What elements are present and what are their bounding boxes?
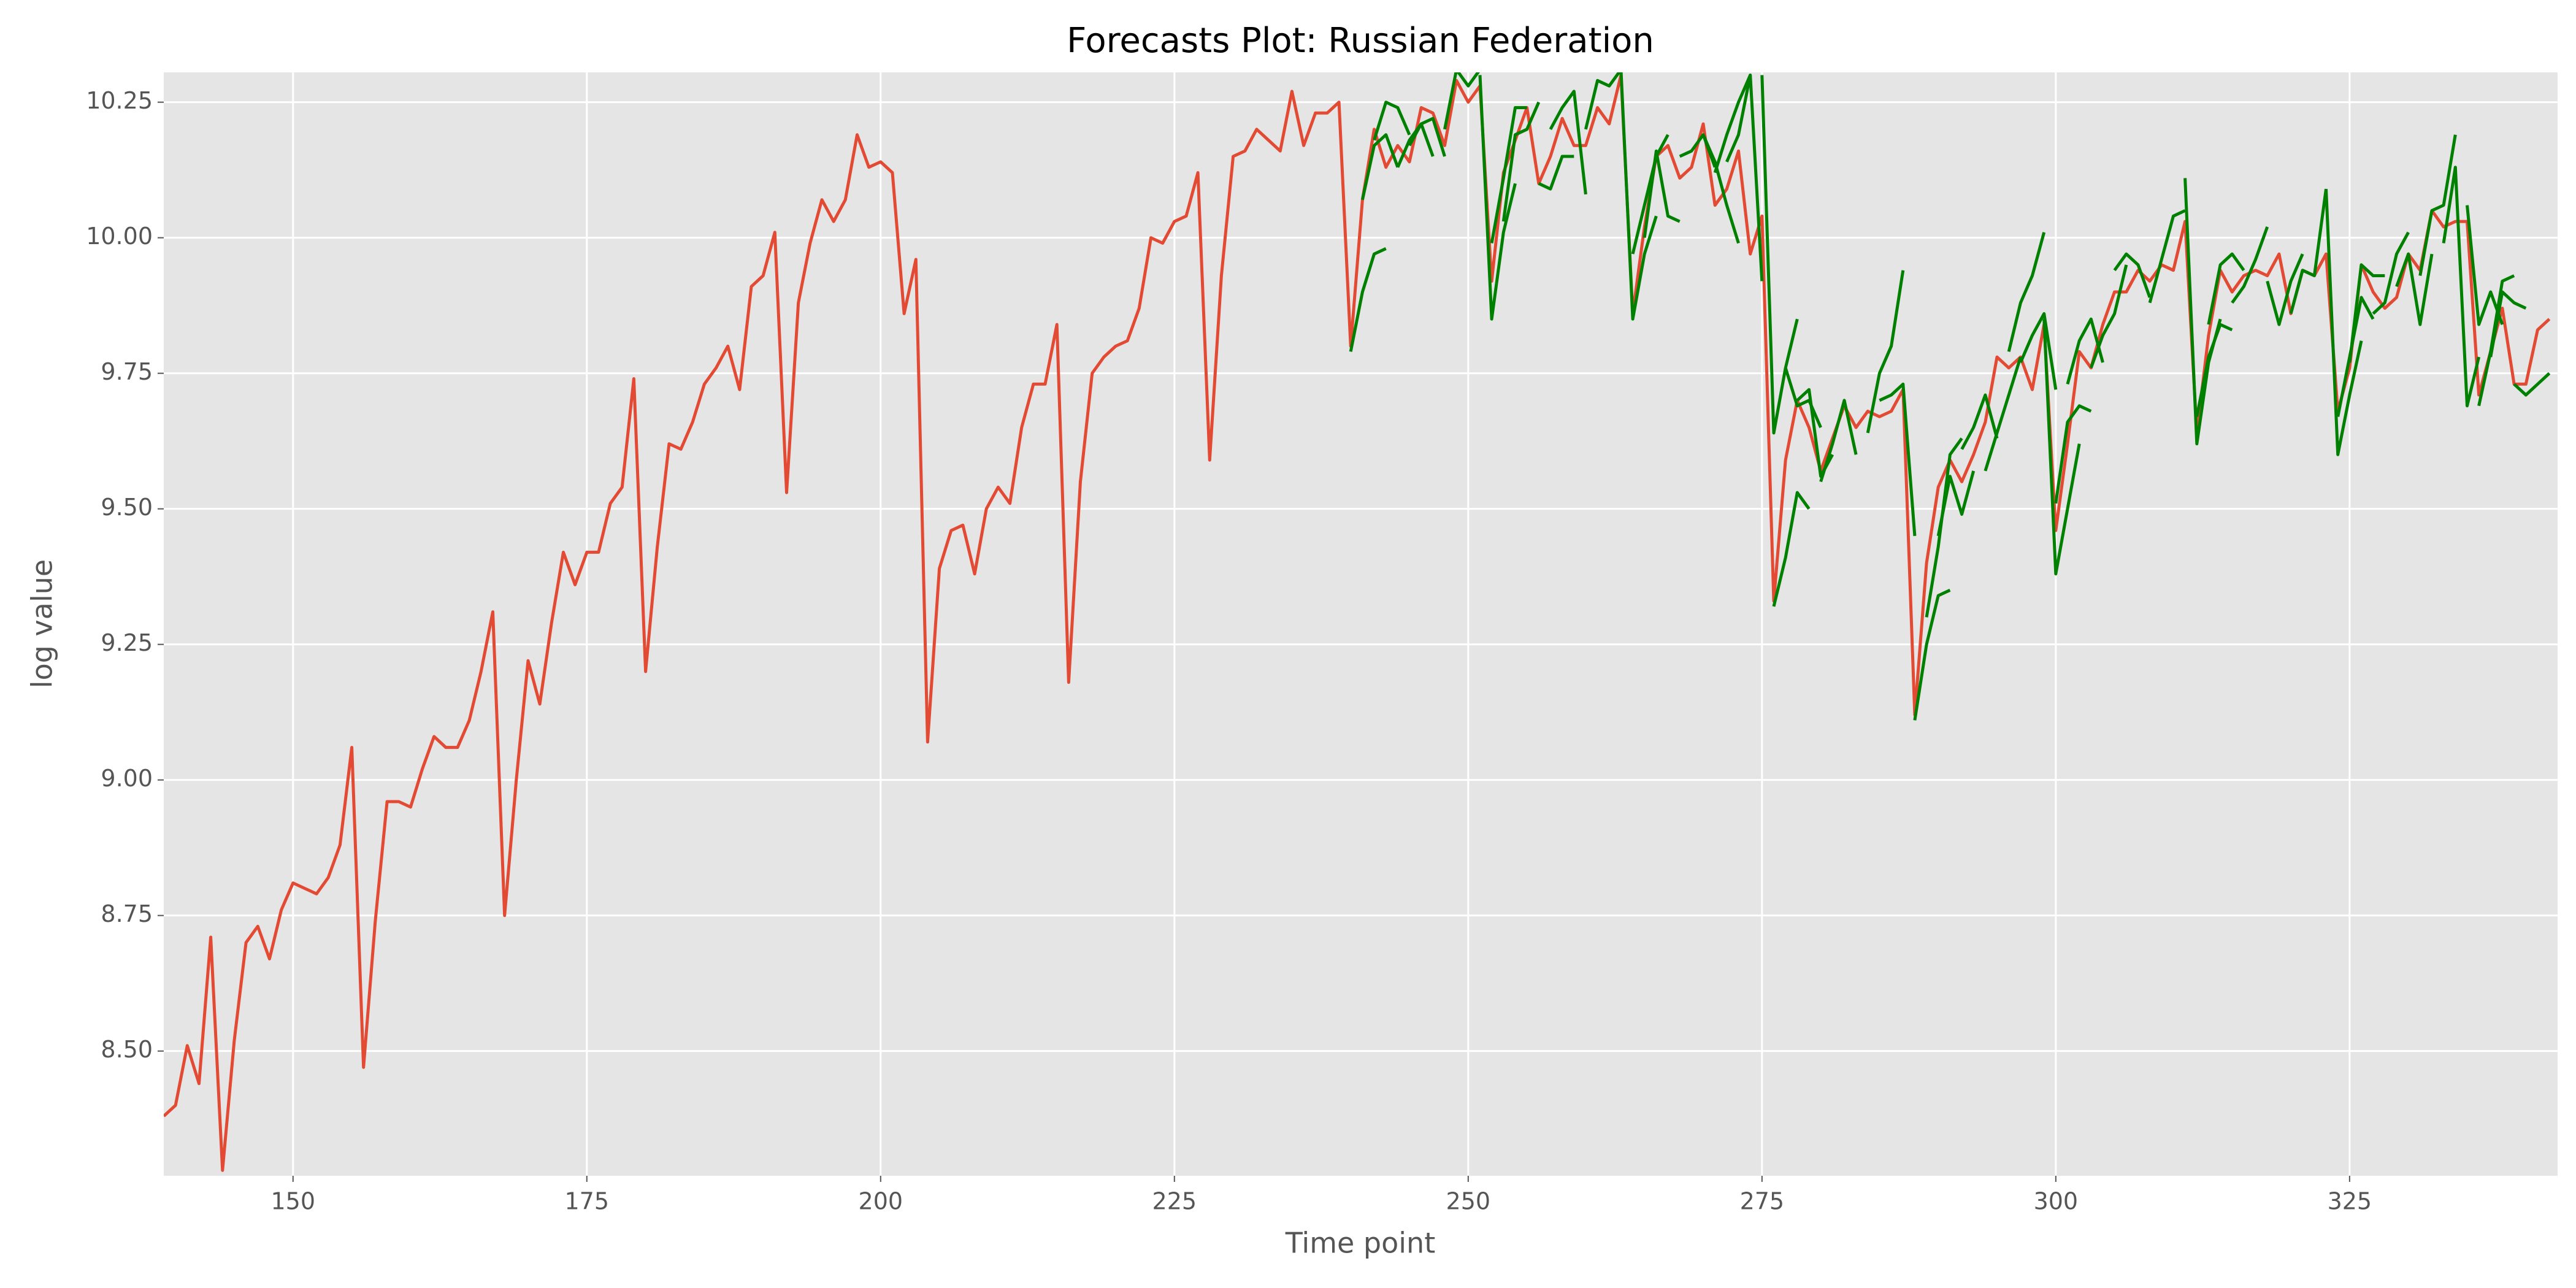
series-line bbox=[1866, 270, 1905, 434]
x-tick-label: 300 bbox=[2034, 1188, 2079, 1215]
series-line bbox=[2336, 296, 2375, 417]
y-tick-label: 10.25 bbox=[86, 87, 153, 114]
series-line bbox=[1443, 72, 1480, 130]
series-line bbox=[1819, 399, 1858, 483]
series-line bbox=[2513, 372, 2551, 397]
series-line bbox=[1701, 134, 1740, 244]
series-line bbox=[1960, 393, 1999, 450]
y-tick-label: 9.50 bbox=[101, 494, 153, 521]
series-line bbox=[2266, 253, 2304, 326]
x-tick-label: 275 bbox=[1740, 1188, 1785, 1215]
series-line bbox=[2418, 134, 2457, 276]
plot-area bbox=[164, 72, 2558, 1176]
series-line bbox=[164, 73, 2551, 1172]
y-tick-label: 8.50 bbox=[101, 1036, 153, 1063]
series-line bbox=[1879, 382, 1917, 536]
series-line bbox=[1784, 367, 1822, 428]
series-line bbox=[2489, 290, 2527, 358]
series-line bbox=[1490, 106, 1527, 243]
series-line bbox=[2019, 312, 2058, 390]
y-tick-label: 9.75 bbox=[101, 358, 153, 385]
x-tick-label: 225 bbox=[1152, 1188, 1197, 1215]
series-line bbox=[1631, 134, 1669, 255]
series-line bbox=[2325, 188, 2363, 456]
y-tick-label: 8.75 bbox=[101, 900, 153, 927]
series-line bbox=[1713, 74, 1752, 174]
series-line bbox=[2195, 323, 2233, 417]
series-line bbox=[2207, 252, 2245, 325]
x-tick-label: 250 bbox=[1446, 1188, 1491, 1215]
series-line bbox=[1538, 155, 1574, 191]
series-line bbox=[2289, 188, 2328, 315]
series-line bbox=[1725, 73, 1764, 282]
series-line bbox=[1478, 75, 1517, 321]
x-tick-label: 200 bbox=[859, 1188, 903, 1215]
series-line bbox=[1584, 72, 1621, 130]
series-line bbox=[2148, 209, 2186, 304]
series-line bbox=[2231, 226, 2269, 304]
x-tick-label: 175 bbox=[565, 1188, 610, 1215]
y-tick-label: 9.00 bbox=[101, 765, 153, 792]
y-axis-label: log value bbox=[26, 559, 59, 688]
series-line bbox=[2007, 232, 2046, 352]
series-line bbox=[1373, 101, 1411, 141]
x-tick-label: 325 bbox=[2328, 1188, 2372, 1215]
series-line bbox=[2089, 264, 2128, 369]
x-tick-label: 150 bbox=[271, 1188, 316, 1215]
series-line bbox=[1643, 149, 1681, 238]
series-line bbox=[2442, 166, 2481, 408]
y-tick-label: 9.25 bbox=[101, 629, 153, 656]
series-line bbox=[1349, 247, 1387, 352]
series-line bbox=[1619, 72, 1658, 321]
series-line bbox=[1984, 356, 2022, 472]
series-line bbox=[2042, 319, 2081, 576]
series-line bbox=[2066, 317, 2104, 385]
series-line bbox=[1760, 75, 1799, 435]
series-line bbox=[2054, 404, 2092, 504]
y-tick-label: 10.00 bbox=[86, 223, 153, 250]
series-line bbox=[2372, 231, 2410, 315]
series-line bbox=[1408, 117, 1446, 157]
series-line bbox=[1360, 133, 1400, 201]
series-line bbox=[1501, 101, 1541, 222]
series-line bbox=[1549, 90, 1587, 195]
series-line bbox=[2348, 263, 2385, 363]
series-line bbox=[1936, 470, 1976, 537]
chart-title: Forecasts Plot: Russian Federation bbox=[1067, 21, 1654, 61]
series-line bbox=[2395, 252, 2434, 326]
series-line bbox=[1772, 491, 1811, 607]
x-axis-label: Time point bbox=[1285, 1227, 1436, 1260]
series-line bbox=[1913, 588, 1951, 721]
series-line bbox=[2113, 252, 2152, 298]
